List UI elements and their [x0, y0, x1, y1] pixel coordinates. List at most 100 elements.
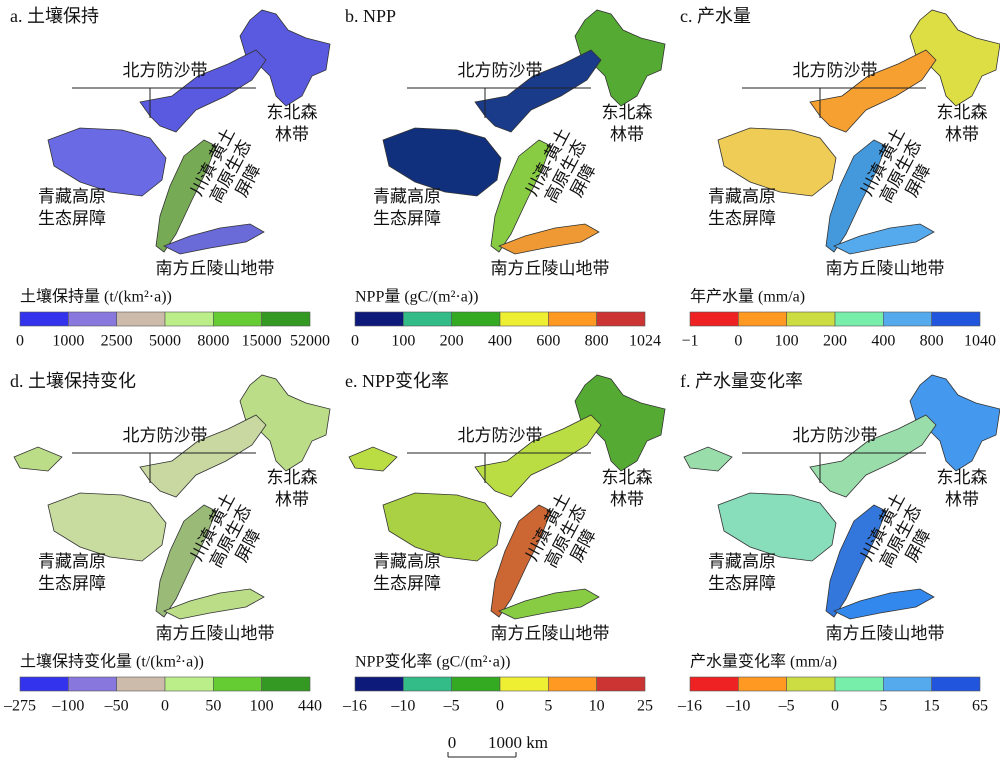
legend-label: 5000 [149, 333, 181, 350]
region-label: 北方防沙带 [123, 426, 208, 445]
legend-title: 产水量变化率 (mm/a) [690, 653, 837, 671]
legend-label: 0 [351, 333, 359, 350]
legend-label: 52000 [290, 333, 330, 350]
panel-title: d. 土壤保持变化 [10, 371, 136, 391]
region-label: 东北森 [602, 468, 653, 487]
legend-label: 65 [972, 698, 988, 715]
region-shape [155, 504, 217, 618]
region-label: 东北森 [267, 103, 318, 122]
region-label: 生态屏障 [708, 209, 776, 228]
region-shape [809, 49, 937, 133]
legend-swatch [116, 676, 166, 692]
legend-label: –10 [725, 698, 750, 715]
legend-label: 50 [205, 698, 221, 715]
legend-swatch [738, 311, 787, 327]
region-label: 生态屏障 [38, 574, 106, 593]
legend-swatch [786, 676, 836, 692]
region-shape [382, 492, 502, 562]
legend-label: 1000 [52, 333, 84, 350]
region-shape [498, 223, 600, 255]
legend-label: 400 [871, 333, 895, 350]
legend-label: 1040 [964, 333, 996, 350]
legend-swatch [738, 676, 787, 692]
legend-swatch [499, 311, 549, 327]
region-shape [833, 588, 935, 620]
legend-label: –275 [3, 698, 36, 715]
region-shape [139, 49, 267, 133]
legend-label: 15000 [242, 333, 282, 350]
region-label: 青藏高原 [708, 552, 776, 571]
legend-title: 土壤保持变化量 (t/(km²·a)) [20, 652, 204, 671]
region-shape [474, 49, 602, 133]
legend-label: 1024 [629, 333, 661, 350]
panel-title: b. NPP [345, 6, 396, 26]
legend-swatch [451, 676, 501, 692]
legend-label: –100 [51, 698, 84, 715]
region-label: 南方丘陵山地带 [826, 259, 945, 278]
legend-label: −1 [681, 333, 698, 350]
legend-label: –16 [677, 698, 702, 715]
legend-swatch [596, 311, 646, 327]
legend-label: –50 [104, 698, 129, 715]
region-label: 南方丘陵山地带 [156, 259, 275, 278]
region-label: 东北森 [267, 468, 318, 487]
legend-swatch [499, 676, 549, 692]
region-label: 青藏高原 [373, 187, 441, 206]
legend-label: 5 [544, 698, 552, 715]
legend-swatch [548, 676, 597, 692]
region-label: 南方丘陵山地带 [156, 624, 275, 643]
region-label: 南方丘陵山地带 [826, 624, 945, 643]
region-shape [163, 588, 265, 620]
legend-swatch [689, 676, 739, 692]
scale-label: 0 [448, 733, 457, 752]
legend-label: 100 [391, 333, 415, 350]
region-label: 东北森 [602, 103, 653, 122]
region-label: 北方防沙带 [123, 61, 208, 80]
legend-swatch [451, 311, 501, 327]
region-shape [825, 139, 887, 253]
legend-label: 800 [585, 333, 609, 350]
legend-swatch [164, 676, 214, 692]
legend-label: 200 [440, 333, 464, 350]
legend-label: 25 [637, 698, 653, 715]
legend-label: 600 [536, 333, 560, 350]
scale-label: 1000 km [488, 733, 548, 752]
panel-title: f. 产水量变化率 [680, 371, 803, 391]
region-shape [498, 588, 600, 620]
region-shape [474, 414, 602, 498]
legend-label: 400 [488, 333, 512, 350]
region-label: 林带 [610, 125, 644, 144]
region-label: 林带 [610, 490, 644, 509]
region-label: 青藏高原 [373, 552, 441, 571]
region-label: 青藏高原 [38, 552, 106, 571]
region-shape [47, 492, 167, 562]
panel-title: a. 土壤保持 [10, 6, 99, 26]
legend-title: NPP量 (gC/(m²·a)) [355, 289, 478, 306]
region-shape [809, 414, 937, 498]
region-label: 北方防沙带 [458, 61, 543, 80]
legend-swatch [883, 311, 932, 327]
legend-title: 年产水量 (mm/a) [690, 288, 805, 306]
region-shape [382, 127, 502, 197]
region-label: 南方丘陵山地带 [491, 259, 610, 278]
region-label: 生态屏障 [373, 209, 441, 228]
legend-swatch [19, 676, 69, 692]
region-label: 东北森 [937, 468, 988, 487]
legend-label: 8000 [197, 333, 229, 350]
legend-label: –10 [390, 698, 415, 715]
legend-label: 10 [589, 698, 605, 715]
legend-swatch [261, 676, 311, 692]
region-shape [833, 223, 935, 255]
legend-label: 0 [16, 333, 24, 350]
legend-label: 0 [161, 698, 169, 715]
region-label: 林带 [275, 125, 309, 144]
region-label: 北方防沙带 [793, 61, 878, 80]
